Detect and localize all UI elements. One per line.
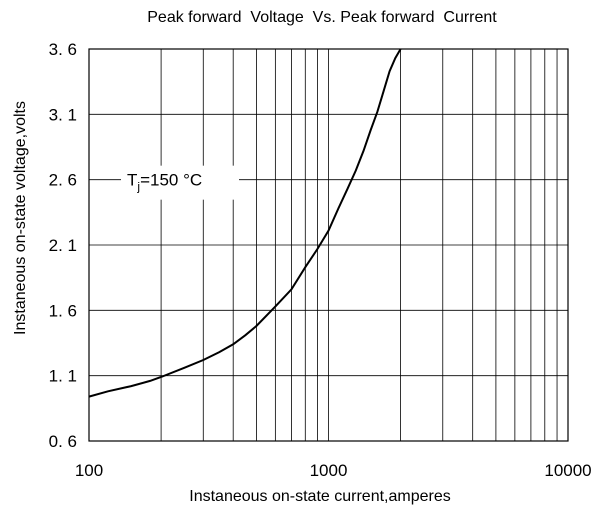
y-tick-label: 1. 6 (49, 301, 77, 320)
series-line (88, 48, 402, 398)
plot-frame (88, 48, 569, 442)
x-axis-label: Instaneous on-state current,amperes (189, 488, 450, 505)
annotation-main: T (127, 171, 137, 190)
chart-title: Peak forward Voltage Vs. Peak forward Cu… (147, 9, 497, 26)
y-tick-label: 1. 1 (49, 367, 77, 386)
grid (89, 49, 568, 441)
annotation-background (121, 165, 239, 200)
y-tick-label: 0. 6 (49, 432, 77, 451)
tick-labels: 0. 6 1. 1 1. 6 2. 1 2. 6 3. 1 3. 6 100 1000 10000 (49, 40, 592, 480)
y-tick-label: 2. 6 (49, 171, 77, 190)
y-tick-label: 3. 6 (49, 40, 77, 59)
annotation-rest: =150 °C (140, 171, 202, 190)
annotation-subscript: j (136, 180, 140, 194)
temperature-annotation: Tj=150 °C (127, 171, 202, 194)
x-tick-label: 10000 (544, 461, 591, 480)
x-tick-label: 100 (75, 461, 103, 480)
y-tick-label: 3. 1 (49, 105, 77, 124)
y-tick-label: 2. 1 (49, 236, 77, 255)
x-tick-label: 1000 (310, 461, 348, 480)
y-axis-label: Instaneous on-state voltage,volts (12, 101, 29, 335)
